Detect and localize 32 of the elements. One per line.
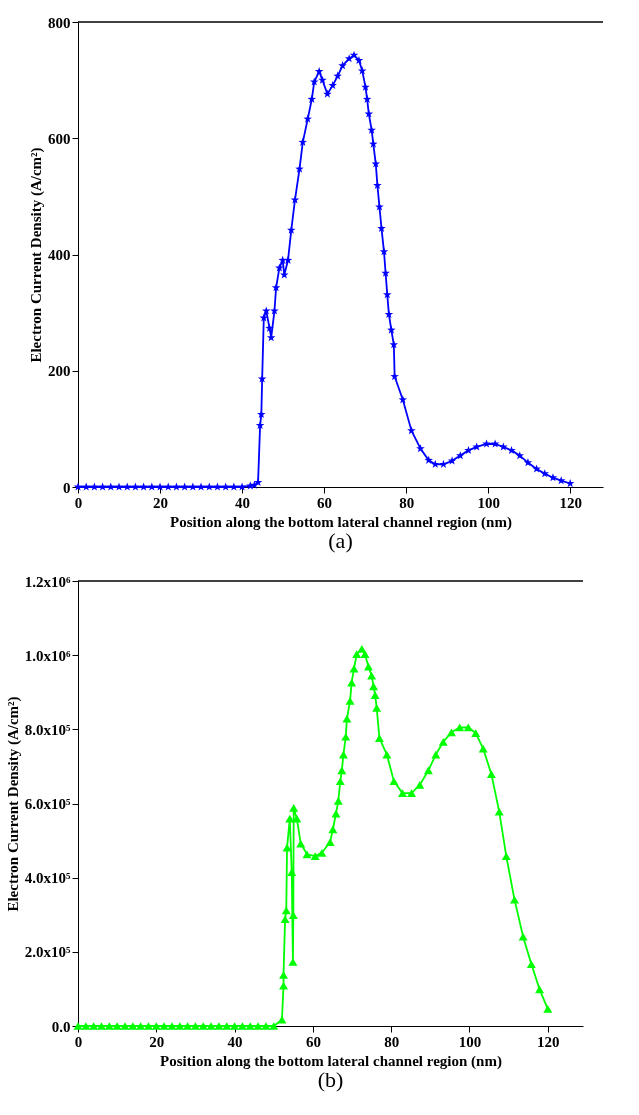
x-tick-label: 100 — [458, 1033, 482, 1050]
y-tick-label: 400 — [48, 247, 71, 263]
x-tick-label: 40 — [227, 1033, 243, 1050]
y-axis-title: Electron Current Density (A/cm²) — [4, 696, 22, 912]
x-tick-label: 20 — [149, 1033, 165, 1050]
y-tick-label: 2.0x10⁵ — [24, 944, 71, 961]
x-tick-label: 80 — [399, 494, 415, 511]
x-tick-label: 80 — [384, 1033, 400, 1050]
x-tick-label: 120 — [537, 1033, 560, 1050]
y-tick-label: 1.0x10⁶ — [24, 647, 71, 664]
y-tick-label: 8.0x10⁵ — [24, 721, 71, 738]
x-tick-label: 20 — [153, 494, 169, 511]
text: (a) — [328, 528, 353, 553]
x-tick-label: 40 — [235, 494, 251, 511]
x-tick-label: 60 — [317, 494, 333, 511]
x-tick-label: 60 — [305, 1033, 321, 1050]
y-tick-label: 6.0x10⁵ — [24, 796, 71, 812]
text: (b) — [317, 1067, 344, 1092]
y-tick-label: 1.2x10⁶ — [24, 573, 71, 590]
y-tick-label: 0 — [63, 479, 71, 496]
x-tick-label: 0 — [74, 494, 83, 511]
x-tick-label: 120 — [559, 494, 582, 511]
y-tick-label: 0.0 — [51, 1018, 71, 1035]
y-tick-label: 600 — [48, 130, 71, 147]
x-tick-label: 0 — [74, 1033, 83, 1050]
x-tick-label: 100 — [477, 494, 500, 511]
y-tick-label: 200 — [48, 363, 71, 380]
y-axis-title: Electron Current Density (A/cm²) — [28, 147, 45, 363]
x-axis-title: Position along the bottom lateral channel region (nm) — [170, 513, 512, 531]
x-axis-title: Position along the bottom lateral channel region (nm) — [160, 1052, 502, 1070]
y-tick-label: 4.0x10⁵ — [24, 870, 71, 887]
y-tick-label: 800 — [48, 14, 71, 31]
